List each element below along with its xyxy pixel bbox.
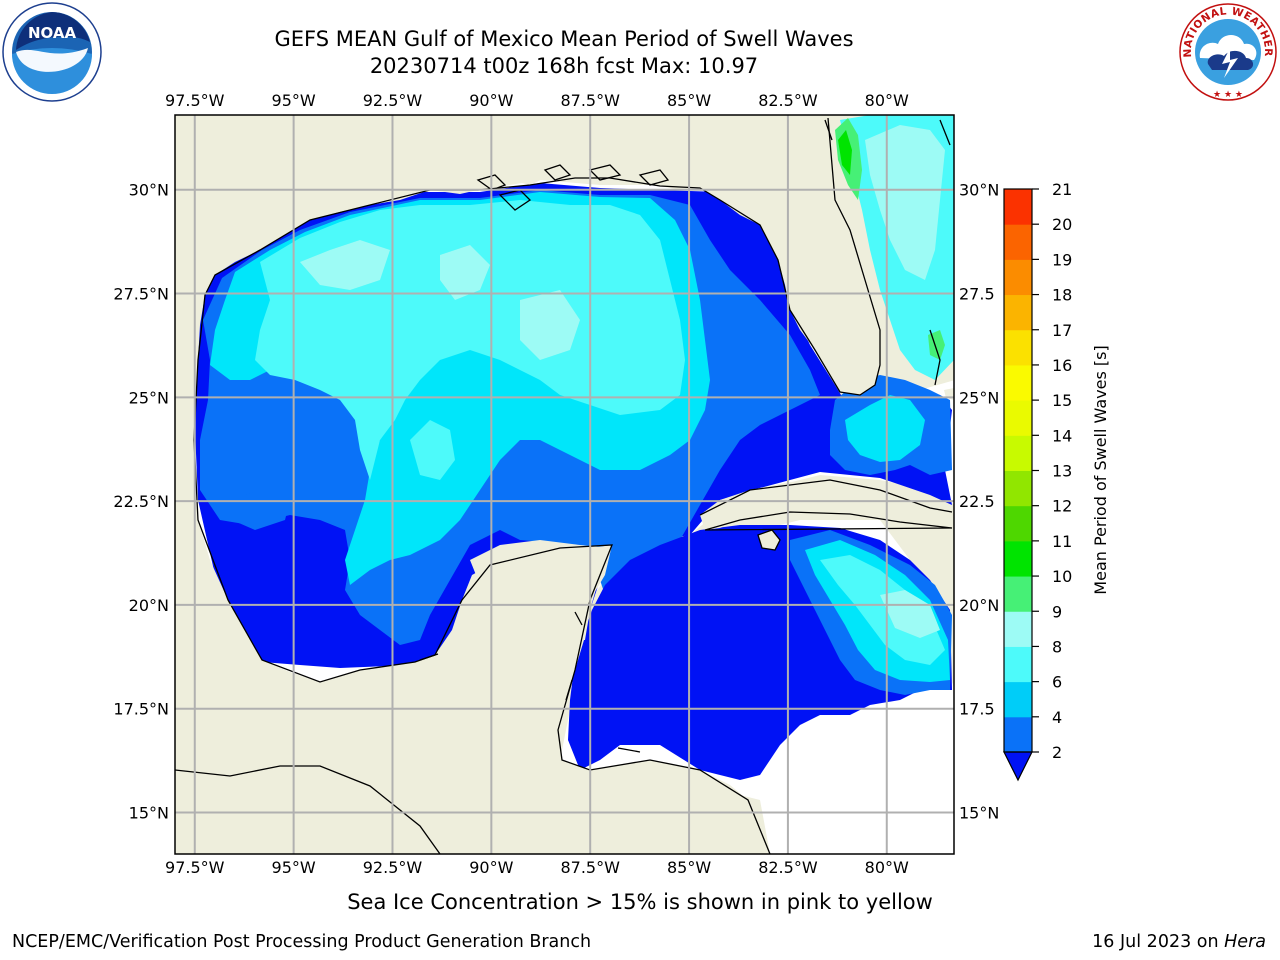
colorbar-segment <box>1004 259 1032 296</box>
lon-label-bottom: 85°W <box>667 858 711 877</box>
contour-band <box>820 555 945 665</box>
contour-band <box>410 420 455 480</box>
lon-label-top: 87.5°W <box>560 91 620 110</box>
lat-label-right: 20°N <box>959 596 999 615</box>
colorbar: 2 4 6 8 9 10 11 12 13 14 15 16 17 18 19 20 21 <box>1003 180 1072 782</box>
colorbar-tick-label: 12 <box>1052 497 1072 516</box>
colorbar-tick-label: 19 <box>1052 250 1072 269</box>
contour-band <box>880 590 940 638</box>
lon-label-bottom: 80°W <box>865 858 909 877</box>
colorbar-tick-label: 2 <box>1052 743 1062 762</box>
lat-label-left: 27.5°N <box>113 285 169 304</box>
colorbar-label: Mean Period of Swell Waves [s] <box>1091 345 1110 594</box>
date-stamp: 16 Jul 2023 on Hera <box>1092 932 1266 952</box>
lat-label-left: 20°N <box>129 596 169 615</box>
noaa-logo: NOAA <box>2 2 102 102</box>
lon-label-bottom: 92.5°W <box>363 858 423 877</box>
lat-label-left: 22.5°N <box>113 492 169 511</box>
lat-label-right: 22.5 <box>959 492 995 511</box>
lon-label-top: 85°W <box>667 91 711 110</box>
lon-label-bottom: 97.5°W <box>165 858 225 877</box>
colorbar-tick-label: 4 <box>1052 708 1062 727</box>
swell-field-gulf <box>195 183 952 668</box>
lon-label-bottom: 90°W <box>469 858 513 877</box>
contour-band <box>838 130 852 175</box>
colorbar-segment <box>1004 540 1032 577</box>
colorbar-segment <box>1004 189 1032 225</box>
colorbar-tick-label: 6 <box>1052 673 1062 692</box>
axis-tick-labels: 97.5°W 97.5°W 95°W 95°W 92.5°W 92.5°W 90°W 90°W… <box>113 91 999 877</box>
lon-label-top: 82.5°W <box>758 91 818 110</box>
contour-band <box>440 245 490 300</box>
colorbar-segment <box>1004 611 1032 647</box>
noaa-logo-text: NOAA <box>28 24 77 42</box>
swell-field-caribbean <box>568 525 952 780</box>
lat-label-right: 17.5 <box>959 700 995 719</box>
colorbar-segment <box>1004 646 1032 683</box>
colorbar-tick-label: 16 <box>1052 356 1072 375</box>
lat-label-left: 30°N <box>129 181 169 200</box>
colorbar-extend-arrow <box>1003 751 1033 782</box>
contour-band <box>520 290 580 360</box>
colorbar-tick-label: 15 <box>1052 391 1072 410</box>
coastline <box>175 117 953 854</box>
credit-text: NCEP/EMC/Verification Post Processing Pr… <box>12 932 592 952</box>
colorbar-segment <box>1004 505 1032 542</box>
contour-band <box>230 490 290 530</box>
colorbar-segment <box>1004 576 1032 612</box>
colorbar-segment <box>1004 435 1032 471</box>
lat-label-left: 15°N <box>129 803 169 822</box>
colorbar-tick-label: 10 <box>1052 567 1072 586</box>
lon-label-top: 92.5°W <box>363 91 423 110</box>
colorbar-segment <box>1004 224 1032 260</box>
lon-label-bottom: 95°W <box>272 858 316 877</box>
lon-label-top: 97.5°W <box>165 91 225 110</box>
colorbar-tick-label: 8 <box>1052 637 1062 656</box>
map-frame <box>174 114 955 855</box>
lat-label-left: 17.5°N <box>113 700 169 719</box>
map-subtitle: 20230714 t00z 168h fcst Max: 10.97 <box>369 54 759 78</box>
sea-ice-note: Sea Ice Concentration > 15% is shown in … <box>347 890 933 914</box>
map-panel <box>175 115 954 854</box>
lat-label-right: 30°N <box>959 181 999 200</box>
graticule <box>175 115 954 854</box>
lat-label-right: 25°N <box>959 388 999 407</box>
colorbar-segment <box>1004 716 1032 753</box>
lat-label-right: 15°N <box>959 803 999 822</box>
contour-band <box>300 240 390 290</box>
swell-field-atlantic <box>830 115 954 475</box>
colorbar-tick-label: 11 <box>1052 532 1072 551</box>
lon-label-bottom: 87.5°W <box>560 858 620 877</box>
contour-band <box>865 125 945 280</box>
lat-label-right: 27.5 <box>959 285 995 304</box>
colorbar-tick-label: 21 <box>1052 180 1072 199</box>
colorbar-tick-label: 18 <box>1052 286 1072 305</box>
colorbar-tick-label: 9 <box>1052 602 1062 621</box>
system-name: Hera <box>1224 932 1266 952</box>
svg-text:★ ★ ★: ★ ★ ★ <box>1213 90 1243 100</box>
date-text: 16 Jul 2023 on <box>1092 932 1225 952</box>
map-title: GEFS MEAN Gulf of Mexico Mean Period of … <box>274 27 854 51</box>
colorbar-tick-label: 20 <box>1052 215 1072 234</box>
colorbar-segment <box>1004 329 1032 366</box>
lon-label-top: 90°W <box>469 91 513 110</box>
colorbar-tick-label: 14 <box>1052 426 1072 445</box>
colorbar-segment <box>1004 294 1032 331</box>
lon-label-top: 95°W <box>272 91 316 110</box>
lon-label-top: 80°W <box>865 91 909 110</box>
colorbar-tick-label: 17 <box>1052 321 1072 340</box>
colorbar-tick-label: 13 <box>1052 462 1072 481</box>
colorbar-segment <box>1004 470 1032 507</box>
colorbar-segment <box>1004 400 1032 436</box>
nws-logo: NATIONAL WEATHER SERVICE ★ ★ ★ <box>1178 2 1277 101</box>
colorbar-segment <box>1004 364 1032 401</box>
lat-label-left: 25°N <box>129 388 169 407</box>
lon-label-bottom: 82.5°W <box>758 858 818 877</box>
colorbar-segment <box>1004 681 1032 718</box>
contour-band <box>845 395 925 462</box>
